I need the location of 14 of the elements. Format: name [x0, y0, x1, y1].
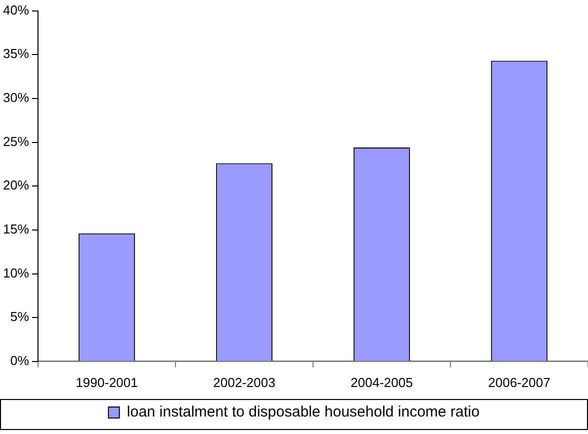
y-tick-label: 5%: [10, 309, 30, 324]
x-tick-label: 2006-2007: [488, 374, 550, 390]
y-tick-label: 0%: [10, 352, 30, 368]
x-tick-label: 2002-2003: [213, 374, 276, 390]
y-tick-label: 20%: [2, 178, 30, 193]
x-tick-label: 1990-2001: [76, 374, 138, 390]
y-tick-label: 15%: [2, 222, 30, 237]
y-tick-label: 10%: [2, 265, 30, 280]
y-tick-label: 40%: [2, 2, 30, 18]
legend-label: loan instalment to disposable household income ratio: [126, 404, 480, 421]
x-tick-label: 2004-2005: [350, 374, 413, 390]
y-tick-label: 30%: [2, 90, 30, 106]
y-tick-label: 25%: [2, 134, 30, 149]
y-tick-label: 35%: [2, 46, 30, 62]
